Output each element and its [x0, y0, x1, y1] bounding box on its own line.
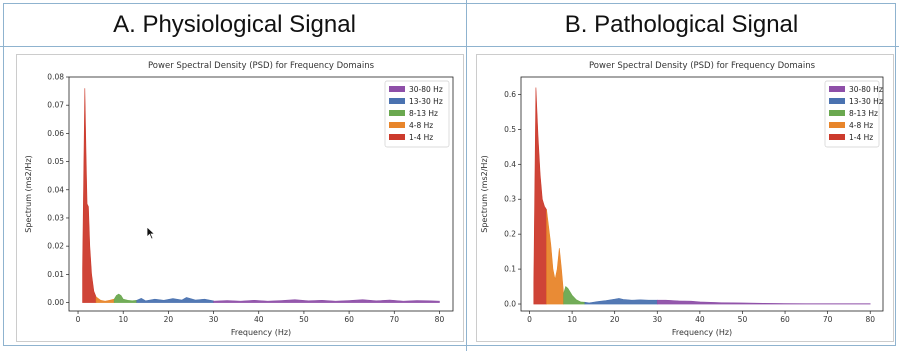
legend-swatch [829, 122, 845, 128]
legend-swatch [829, 134, 845, 140]
series-area-8-13-Hz [113, 293, 138, 303]
legend-box [824, 80, 880, 148]
x-tick-label: 10 [118, 315, 128, 324]
y-tick-label: 0.01 [47, 270, 64, 279]
legend-label: 30-80 Hz [409, 85, 443, 94]
y-axis-label: Spectrum (ms2/Hz) [24, 155, 33, 233]
legend-label: 4-8 Hz [849, 121, 873, 130]
series-area-1-4-Hz [533, 87, 547, 305]
legend-label: 13-30 Hz [409, 97, 443, 106]
legend-swatch [389, 86, 405, 92]
panel-a-heading: A. Physiological Signal [113, 11, 356, 38]
legend-label: 8-13 Hz [849, 109, 878, 118]
legend-label: 4-8 Hz [409, 121, 433, 130]
y-tick-label: 0.3 [504, 195, 516, 204]
legend-label: 13-30 Hz [849, 97, 883, 106]
panel-b-heading: B. Pathological Signal [564, 11, 799, 38]
series-area-30-80-Hz [213, 299, 440, 303]
series-area-4-8-Hz [95, 296, 115, 303]
chart-title: Power Spectral Density (PSD) for Frequen… [589, 61, 816, 71]
legend-label: 30-80 Hz [849, 85, 883, 94]
x-tick-label: 80 [435, 315, 445, 324]
y-tick-label: 0.06 [47, 129, 64, 138]
legend-label: 1-4 Hz [409, 133, 433, 142]
y-axis-label: Spectrum (ms2/Hz) [480, 155, 489, 233]
y-tick-label: 0.03 [47, 213, 64, 222]
panel-b-frame [467, 3, 896, 346]
panel-divider [466, 0, 467, 351]
x-tick-label: 80 [865, 315, 875, 324]
legend-swatch [389, 134, 405, 140]
legend-swatch [829, 98, 845, 104]
y-tick-label: 0.04 [47, 185, 64, 194]
legend-swatch [829, 86, 845, 92]
legend-label: 8-13 Hz [409, 109, 438, 118]
y-tick-label: 0.6 [504, 90, 516, 99]
legend-swatch [829, 110, 845, 116]
chart-title: Power Spectral Density (PSD) for Frequen… [148, 61, 375, 71]
x-tick-label: 50 [738, 315, 748, 324]
series-area-4-8-Hz [546, 209, 564, 305]
y-tick-label: 0.02 [47, 242, 64, 251]
x-tick-label: 60 [780, 315, 790, 324]
x-axis-label: Frequency (Hz) [672, 328, 732, 337]
y-tick-label: 0.1 [504, 265, 516, 274]
y-tick-label: 0.08 [47, 73, 64, 82]
series-area-13-30-Hz [584, 298, 658, 305]
legend-swatch [389, 98, 405, 104]
chart-panel-a: Power Spectral Density (PSD) for Frequen… [16, 54, 464, 342]
x-axis-label: Frequency (Hz) [231, 328, 291, 337]
panel-a-frame [3, 3, 466, 346]
x-tick-label: 40 [695, 315, 705, 324]
x-tick-label: 40 [254, 315, 264, 324]
x-tick-label: 70 [389, 315, 399, 324]
legend-label: 1-4 Hz [849, 133, 873, 142]
psd-chart-pathological: Power Spectral Density (PSD) for Frequen… [480, 61, 884, 337]
x-tick-label: 30 [209, 315, 219, 324]
legend-swatch [389, 122, 405, 128]
heading-rule [0, 46, 899, 47]
x-tick-label: 10 [567, 315, 577, 324]
x-tick-label: 0 [527, 315, 532, 324]
y-tick-label: 0.05 [47, 157, 64, 166]
psd-chart-physiological: Power Spectral Density (PSD) for Frequen… [24, 61, 454, 337]
plot-frame [520, 76, 884, 312]
x-tick-label: 50 [299, 315, 309, 324]
plot-frame [68, 76, 454, 312]
y-tick-label: 0.00 [47, 298, 64, 307]
x-tick-label: 20 [610, 315, 620, 324]
series-area-13-30-Hz [136, 297, 214, 303]
chart-panel-b: Power Spectral Density (PSD) for Frequen… [476, 54, 894, 342]
x-tick-label: 30 [653, 315, 663, 324]
y-tick-label: 0.5 [504, 125, 516, 134]
y-tick-label: 0.4 [504, 160, 516, 169]
x-tick-label: 60 [344, 315, 354, 324]
mouse-pointer-icon [146, 226, 156, 240]
legend-swatch [389, 110, 405, 116]
series-area-1-4-Hz [82, 88, 97, 303]
series-area-8-13-Hz [563, 286, 586, 305]
y-tick-label: 0.07 [47, 101, 64, 110]
x-tick-label: 70 [823, 315, 833, 324]
y-tick-label: 0.0 [504, 300, 516, 309]
legend-box [384, 80, 450, 148]
x-tick-label: 0 [76, 315, 81, 324]
x-tick-label: 20 [164, 315, 174, 324]
series-area-30-80-Hz [656, 299, 871, 305]
y-tick-label: 0.2 [504, 230, 516, 239]
